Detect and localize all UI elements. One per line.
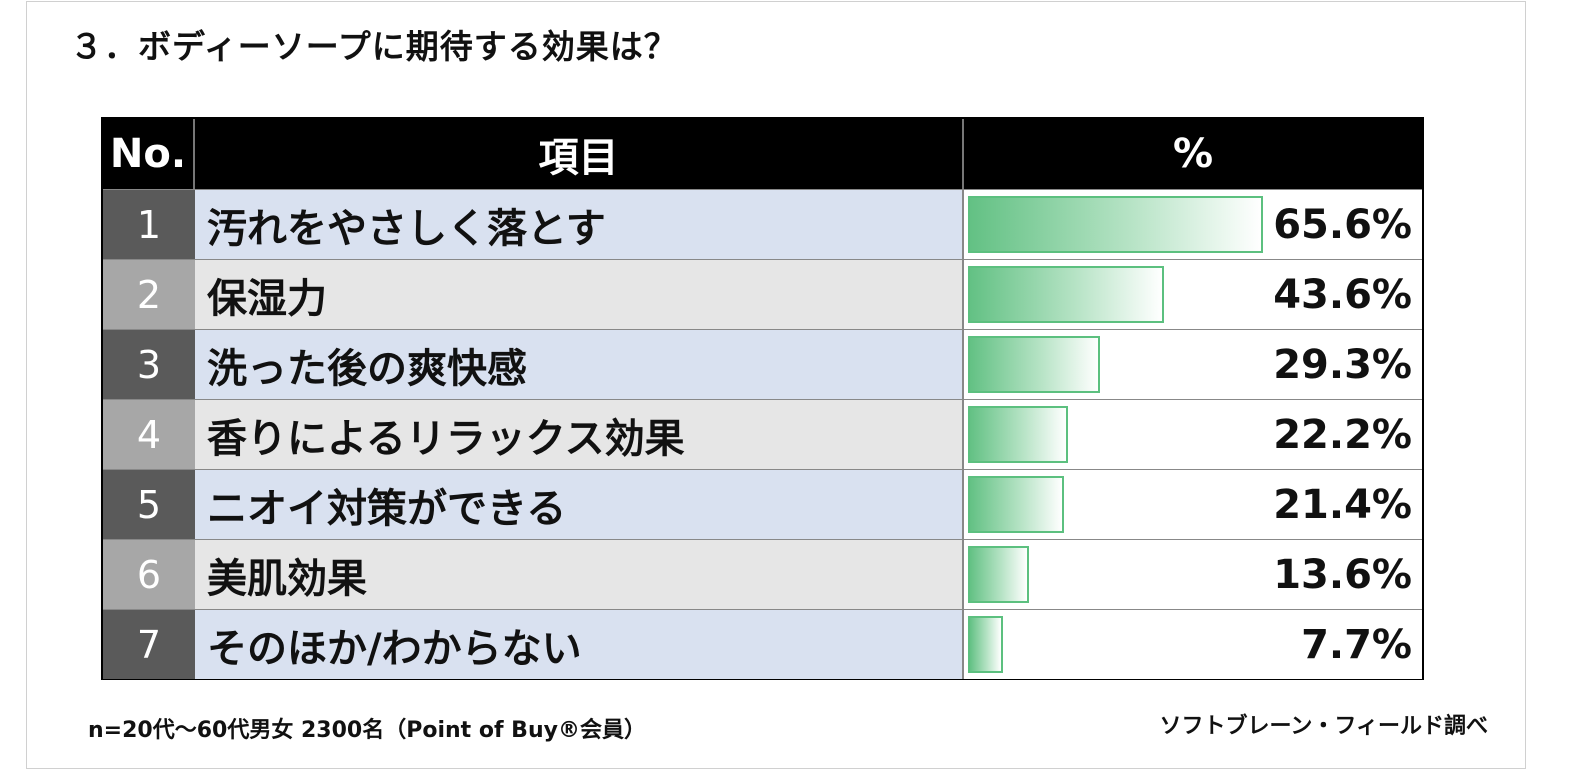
data-label: 7.7% xyxy=(1301,621,1412,668)
chart-title: ３．ボディーソープに期待する効果は？ xyxy=(70,27,678,66)
data-label: 29.3% xyxy=(1273,341,1412,388)
data-label: 22.2% xyxy=(1273,411,1412,458)
bar-cell: 29.3% xyxy=(964,329,1422,399)
rank-number: 7 xyxy=(103,609,195,679)
bar-cell: 43.6% xyxy=(964,259,1422,329)
sample-note: n=20代～60代男女 2300名（Point of Buy®会員） xyxy=(88,718,646,743)
data-bar xyxy=(968,476,1065,533)
rank-number: 1 xyxy=(103,189,195,259)
bar-cell: 21.4% xyxy=(964,469,1422,539)
data-label: 65.6% xyxy=(1273,201,1412,248)
table-row: 3 洗った後の爽快感 29.3% xyxy=(103,329,1422,399)
rank-number: 4 xyxy=(103,399,195,469)
results-table: No. 項目 % 1 汚れをやさしく落とす 65.6% 2 保湿力 43.6% 3 洗った後の… xyxy=(101,117,1424,680)
data-label: 13.6% xyxy=(1273,551,1412,598)
rank-number: 5 xyxy=(103,469,195,539)
table-row: 2 保湿力 43.6% xyxy=(103,259,1422,329)
category-label: そのほか/わからない xyxy=(195,609,964,679)
header-no: No. xyxy=(103,119,195,189)
rank-number: 3 xyxy=(103,329,195,399)
category-label: 汚れをやさしく落とす xyxy=(195,189,964,259)
source-credit: ソフトブレーン・フィールド調べ xyxy=(1159,714,1488,739)
data-bar xyxy=(968,546,1030,603)
category-label: 保湿力 xyxy=(195,259,964,329)
data-bar xyxy=(968,336,1100,393)
table-row: 5 ニオイ対策ができる 21.4% xyxy=(103,469,1422,539)
category-label: 香りによるリラックス効果 xyxy=(195,399,964,469)
category-label: 洗った後の爽快感 xyxy=(195,329,964,399)
table-row: 4 香りによるリラックス効果 22.2% xyxy=(103,399,1422,469)
bar-cell: 65.6% xyxy=(964,189,1422,259)
table-row: 7 そのほか/わからない 7.7% xyxy=(103,609,1422,679)
category-label: ニオイ対策ができる xyxy=(195,469,964,539)
header-percent: % xyxy=(964,119,1422,189)
table-row: 1 汚れをやさしく落とす 65.6% xyxy=(103,189,1422,259)
data-bar xyxy=(968,616,1003,673)
header-item: 項目 xyxy=(195,119,964,189)
bar-cell: 13.6% xyxy=(964,539,1422,609)
data-bar xyxy=(968,406,1068,463)
category-label: 美肌効果 xyxy=(195,539,964,609)
bar-cell: 22.2% xyxy=(964,399,1422,469)
data-bar xyxy=(968,266,1165,323)
data-label: 43.6% xyxy=(1273,271,1412,318)
data-bar xyxy=(968,196,1264,253)
rank-number: 2 xyxy=(103,259,195,329)
bar-cell: 7.7% xyxy=(964,609,1422,679)
data-label: 21.4% xyxy=(1273,481,1412,528)
rank-number: 6 xyxy=(103,539,195,609)
table-row: 6 美肌効果 13.6% xyxy=(103,539,1422,609)
